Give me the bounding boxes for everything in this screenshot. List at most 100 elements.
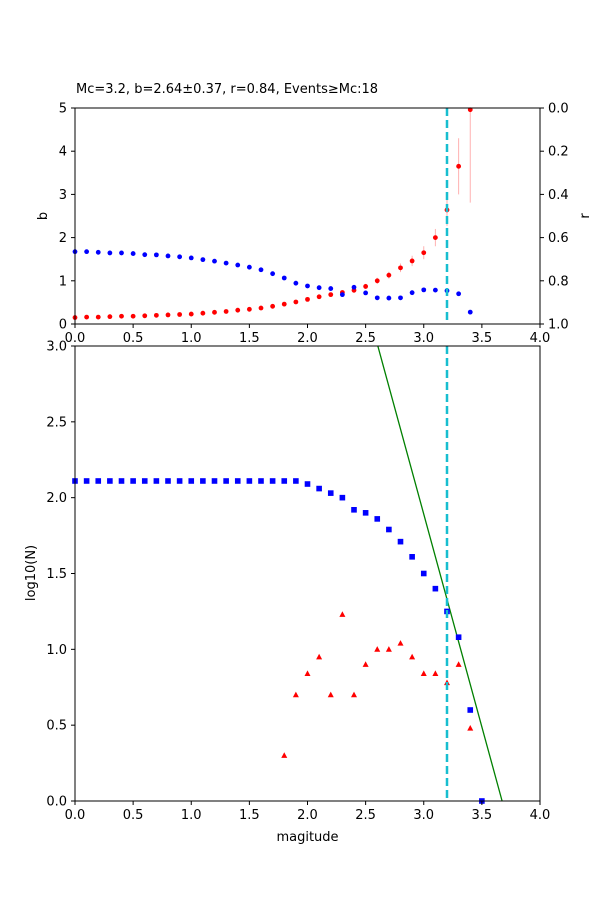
x-tick-label: 3.5 (472, 331, 493, 346)
noncumulative-count-point (351, 691, 357, 698)
y-tick-label: 1.0 (46, 643, 67, 658)
cumulative-count-point (200, 478, 206, 484)
b-value-point (107, 314, 113, 320)
b-value-point (84, 314, 90, 320)
cumulative-count-point (467, 707, 474, 713)
x-tick-label: 2.0 (297, 331, 318, 346)
b-value-point (467, 107, 473, 113)
b-value-point (270, 303, 276, 309)
b-value-point (305, 296, 310, 302)
r-value-point (351, 284, 357, 290)
y-tick-label: 3 (59, 188, 67, 203)
r-value-point (316, 285, 322, 291)
b-value-point (398, 265, 403, 271)
r-value-point (374, 295, 380, 301)
b-value-point (212, 309, 217, 315)
cumulative-count-point (165, 478, 171, 484)
noncumulative-count-point (385, 646, 392, 652)
cumulative-count-point (95, 478, 102, 484)
b-value-point (223, 309, 229, 314)
b-value-point (316, 294, 322, 300)
cumulative-count-point (420, 570, 427, 577)
cumulative-count-point (432, 585, 439, 592)
r-value-point (84, 249, 90, 255)
b-value-panel: Mc=3.2, b=2.64±0.37, r=0.84, Events≥Mc:1… (36, 82, 593, 346)
noncumulative-count-point (409, 653, 416, 660)
r-value-point (246, 264, 252, 270)
x-tick-label: 0.0 (65, 808, 86, 823)
r-value-point (223, 260, 229, 266)
b-value-point (130, 313, 136, 319)
cumulative-count-point (246, 478, 253, 484)
y-tick-label: 1 (59, 274, 67, 289)
x-tick-label: 2.5 (355, 808, 376, 823)
cumulative-count-point (397, 538, 404, 545)
cumulative-count-point (374, 516, 381, 522)
x-tick-label: 1.5 (239, 808, 260, 823)
r-value-point (153, 252, 159, 258)
b-value-point (293, 299, 299, 305)
log-n-axis-label: log10(N) (24, 545, 39, 601)
b-value-point (200, 310, 206, 316)
r-value-point (107, 250, 113, 256)
r-value-point (328, 286, 334, 291)
cumulative-count-point (339, 494, 346, 501)
r-tick-label: 0.4 (548, 188, 569, 203)
x-tick-label: 4.0 (530, 808, 551, 823)
r-value-point (339, 292, 345, 298)
r-value-point (258, 267, 264, 273)
b-value-point (119, 313, 124, 319)
top-x-ticks: 0.0 0.5 1.0 1.5 2.0 2.5 3.0 3.5 4.0 (65, 324, 551, 346)
b-value-plot-area (72, 107, 473, 324)
cumulative-count-point (141, 478, 148, 484)
b-value-point (177, 312, 183, 317)
cumulative-count-point (316, 485, 322, 492)
r-value-point (119, 250, 124, 256)
y-tick-label: 0.0 (46, 795, 67, 810)
y-tick-label: 2.0 (46, 491, 67, 506)
y-tick-label: 5 (59, 102, 67, 117)
b-value-point (235, 307, 241, 313)
cumulative-count-point (327, 490, 334, 496)
b-value-point (328, 292, 334, 298)
noncumulative-count-point (316, 653, 323, 660)
noncumulative-count-point (467, 725, 474, 731)
cumulative-count-point (118, 478, 125, 484)
b-value-point (258, 305, 264, 311)
r-value-point (386, 295, 392, 301)
bottom-y-ticks: 0.0 0.5 1.0 1.5 2.0 2.5 3.0 (46, 340, 75, 810)
b-value-point (432, 235, 438, 241)
frequency-magnitude-plot-area (72, 345, 503, 804)
r-value-point (421, 287, 427, 293)
cumulative-count-point (83, 478, 90, 484)
cumulative-count-point (130, 478, 136, 484)
noncumulative-count-point (304, 670, 311, 676)
chart-title: Mc=3.2, b=2.64±0.37, r=0.84, Events≥Mc:1… (76, 82, 378, 97)
noncumulative-count-point (362, 661, 369, 667)
r-value-point (456, 291, 462, 297)
frequency-magnitude-panel: 0.0 0.5 1.0 1.5 2.0 2.5 3.0 3.5 4.0 0.0 0.5 1.0 1.5… (24, 340, 550, 846)
top-y-ticks: 0 1 2 3 4 5 (59, 102, 75, 333)
b-axis-label: b (36, 212, 51, 220)
cumulative-count-point (281, 478, 288, 484)
noncumulative-count-point (281, 752, 288, 758)
b-value-point (165, 312, 171, 318)
r-value-point (188, 255, 194, 261)
x-tick-label: 0.5 (123, 331, 144, 346)
noncumulative-count-point (327, 691, 334, 698)
r-tick-label: 0.6 (548, 231, 569, 246)
cumulative-count-point (386, 526, 392, 533)
y-tick-label: 2.5 (46, 415, 67, 430)
x-tick-label: 0.0 (65, 331, 86, 346)
r-value-point (467, 309, 473, 315)
r-value-point (432, 287, 438, 293)
b-value-point (456, 163, 462, 169)
b-value-point (409, 258, 415, 264)
x-tick-label: 4.0 (530, 331, 551, 346)
cumulative-count-point (351, 507, 357, 513)
x-tick-label: 1.0 (181, 808, 202, 823)
x-tick-label: 2.0 (297, 808, 318, 823)
noncumulative-count-point (292, 691, 299, 698)
cumulative-count-point (211, 478, 218, 484)
